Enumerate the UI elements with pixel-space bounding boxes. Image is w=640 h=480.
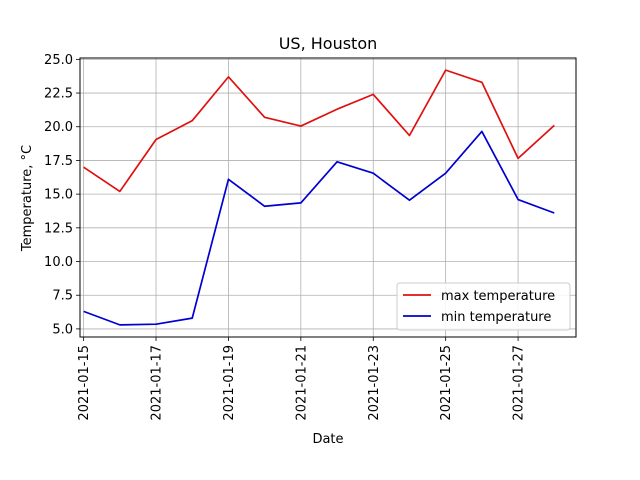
legend-box	[396, 282, 571, 331]
series-line-min	[83, 130, 555, 326]
series-lines	[82, 69, 556, 326]
x-tick-label: 2021-01-17	[150, 345, 165, 421]
x-axis: 2021-01-15 2021-01-17 2021-01-19 2021-01-21…	[77, 337, 527, 421]
data-point-max	[444, 69, 447, 72]
data-point-max	[372, 93, 375, 96]
y-tick-label: 10.0	[44, 255, 73, 270]
y-tick-label: 25.0	[44, 53, 73, 68]
data-point-min	[553, 211, 556, 214]
x-tick-label: 2021-01-15	[77, 345, 92, 421]
series-line-max	[83, 69, 555, 193]
data-point-min	[191, 317, 194, 320]
plot-frame	[79, 57, 577, 338]
x-axis-title: Date	[312, 432, 343, 447]
data-point-min	[335, 160, 338, 163]
data-point-min	[516, 198, 519, 201]
data-point-max	[516, 157, 519, 160]
legend-label-min: min temperature	[441, 310, 551, 325]
y-tick-label: 5.0	[52, 322, 73, 337]
y-axis-title: Temperature, °C	[20, 145, 35, 252]
data-point-max	[191, 119, 194, 122]
data-point-max	[480, 81, 483, 84]
y-tick-label: 12.5	[44, 221, 73, 236]
data-point-max	[335, 108, 338, 111]
x-tick-label: 2021-01-19	[222, 345, 237, 421]
data-point-min	[82, 310, 85, 313]
x-tick-label: 2021-01-27	[512, 345, 527, 421]
data-point-max	[154, 138, 157, 141]
y-tick-label: 17.5	[44, 154, 73, 169]
chart-title: US, Houston	[279, 34, 378, 53]
grid	[80, 58, 576, 337]
x-tick-label: 2021-01-23	[367, 345, 382, 421]
data-point-max	[82, 166, 85, 169]
data-point-min	[299, 201, 302, 204]
data-point-min	[154, 323, 157, 326]
legend-label-max: max temperature	[441, 289, 555, 304]
data-point-min	[408, 199, 411, 202]
y-tick-label: 7.5	[52, 289, 73, 304]
data-point-max	[227, 75, 230, 78]
data-point-max	[553, 124, 556, 127]
x-tick-label: 2021-01-21	[294, 345, 309, 421]
data-point-min	[118, 323, 121, 326]
data-point-max	[263, 116, 266, 119]
data-point-min	[372, 172, 375, 175]
data-point-max	[118, 190, 121, 193]
y-axis: 5.0 7.5 10.0 12.5 15.0 17.5 20.0 22.5 25.0	[44, 53, 80, 337]
data-point-min	[227, 178, 230, 181]
legend: max temperature min temperature	[396, 282, 571, 331]
data-point-min	[444, 172, 447, 175]
y-tick-label: 20.0	[44, 120, 73, 135]
x-tick-label: 2021-01-25	[439, 345, 454, 421]
y-tick-label: 15.0	[44, 188, 73, 203]
data-point-max	[299, 124, 302, 127]
y-tick-label: 22.5	[44, 87, 73, 102]
data-point-min	[263, 205, 266, 208]
data-point-min	[480, 130, 483, 133]
data-point-max	[408, 134, 411, 137]
